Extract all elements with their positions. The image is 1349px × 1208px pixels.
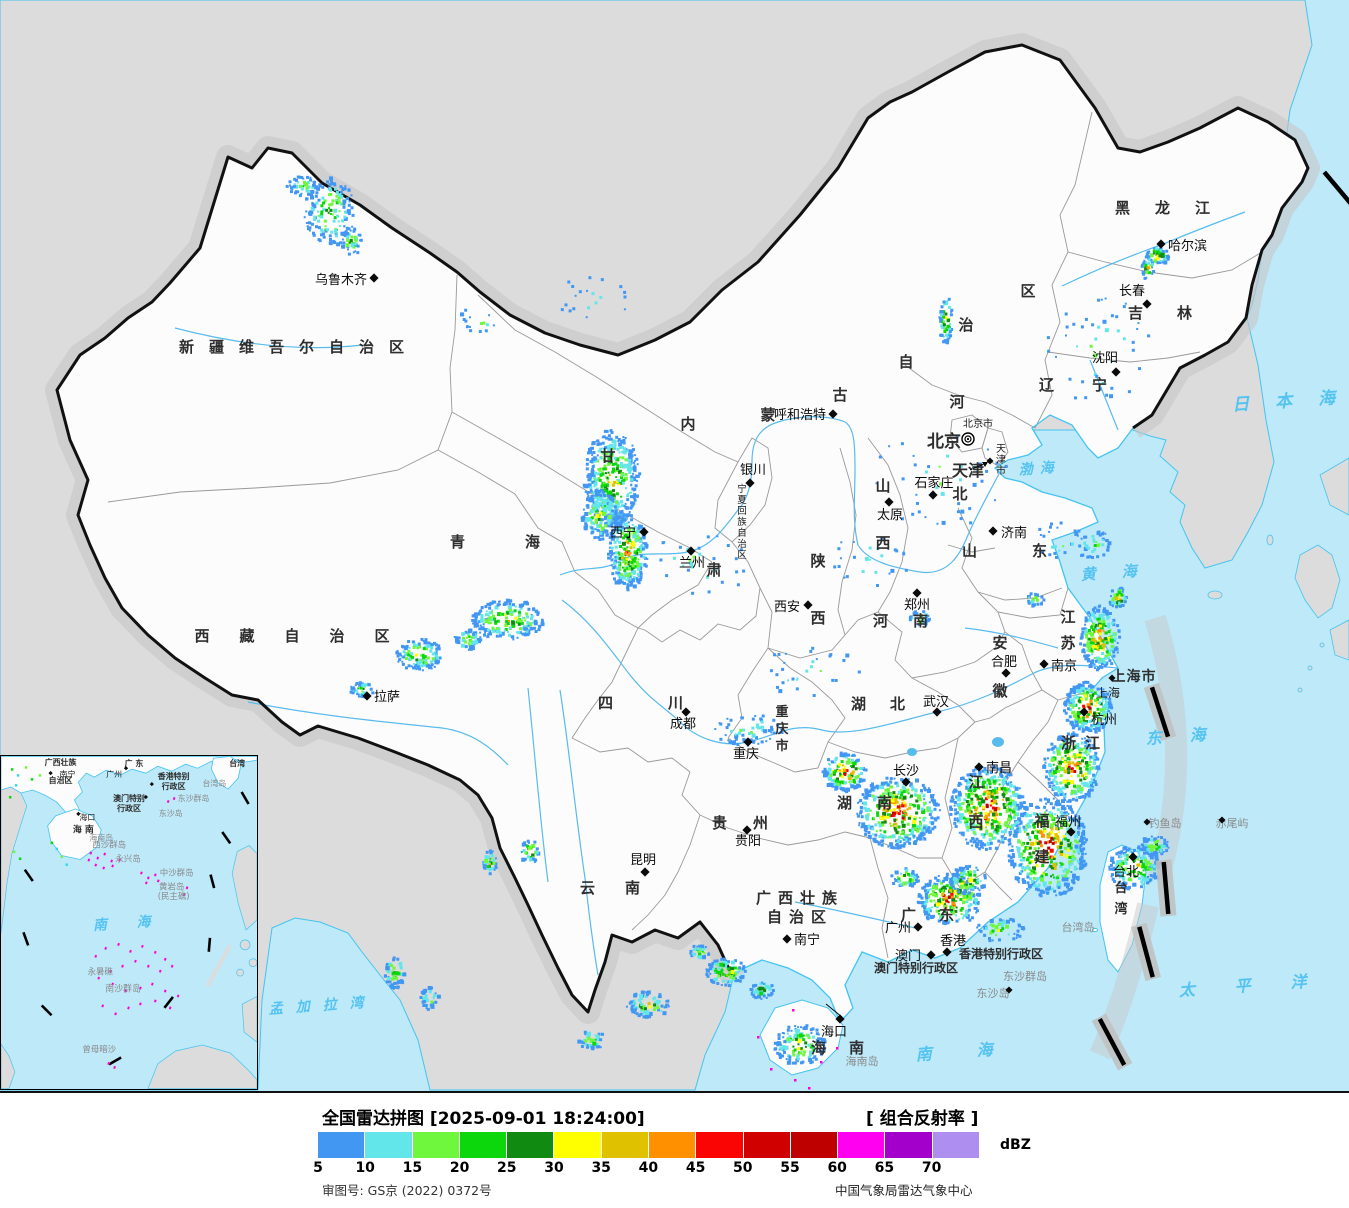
map-labels-layer: 黑龙江吉林辽宁山东河南湖北湖南贵州云南广东海南青海四川浙江新疆维吾尔自治区西藏自… [179, 199, 1349, 1068]
china-coastline [732, 414, 1134, 1024]
legend-tick: 15 [402, 1160, 423, 1176]
credit-label: 中国气象局雷达气象中心 [835, 1183, 973, 1198]
legend-color-cell [412, 1132, 459, 1158]
review-number: 审图号: GS京 (2022) 0372号 [322, 1183, 492, 1198]
japan-islands [1207, 457, 1349, 693]
legend-color-cell [459, 1132, 507, 1158]
legend-tick: 45 [685, 1160, 706, 1176]
legend-tick: 30 [544, 1160, 564, 1176]
legend-color-cell [743, 1132, 790, 1158]
legend-tick: 10 [355, 1160, 375, 1176]
legend-color-cell [885, 1132, 932, 1158]
legend-color-cell [601, 1132, 648, 1158]
province-boundaries [107, 111, 1263, 959]
legend-tick: 60 [827, 1160, 847, 1176]
rivers [174, 211, 1246, 976]
legend-color-cell [838, 1132, 885, 1158]
legend-color-cell [648, 1132, 696, 1158]
inset-taiwan [210, 756, 242, 790]
legend-color-cell [932, 1132, 979, 1158]
legend-tick: 20 [449, 1160, 470, 1176]
legend-color-cell [696, 1132, 743, 1158]
legend-tick: 5 [313, 1160, 323, 1176]
legend-tick: 65 [874, 1160, 895, 1176]
legend-color-cell [554, 1132, 601, 1158]
colorbar-ticks: 5 10 15 20 25 30 35 40 45 50 55 60 65 70 [0, 1160, 1349, 1176]
legend-color-cell [790, 1132, 838, 1158]
inset-vietnam [1, 786, 28, 933]
unit-label: dBZ [1000, 1137, 1031, 1153]
inset-borneo [147, 1044, 257, 1089]
legend-tick: 55 [780, 1160, 800, 1176]
inset-hainan [47, 808, 102, 860]
legend-color-cell [318, 1132, 365, 1158]
legend-color-cell [507, 1132, 554, 1158]
boundary-dash-markers [1091, 170, 1349, 1071]
product-name: [ 组合反射率 ] [866, 1109, 979, 1129]
legend-tick: 25 [497, 1160, 517, 1176]
radar-echo-layer [285, 175, 1171, 1090]
map-title: 全国雷达拼图 [2025-09-01 18:24:00] [322, 1109, 645, 1129]
legend-tick: 40 [638, 1160, 659, 1176]
inset-mindanao [241, 996, 257, 1043]
legend-panel: 全国雷达拼图 [2025-09-01 18:24:00] [ 组合反射率 ] 5… [0, 1091, 1349, 1208]
inset-malay [1, 1043, 16, 1089]
legend-tick: 35 [591, 1160, 611, 1176]
inset-sea [1, 756, 257, 1089]
china-radar-map: 黑龙江吉林辽宁山东河南湖北湖南贵州云南广东海南青海四川浙江新疆维吾尔自治区西藏自… [0, 0, 1349, 1091]
colorbar [318, 1132, 979, 1158]
legend-tick: 70 [921, 1160, 942, 1176]
legend-tick: 50 [733, 1160, 753, 1176]
inset-luzon [231, 845, 257, 931]
national-border [55, 43, 1310, 1014]
legend-color-cell [365, 1132, 412, 1158]
